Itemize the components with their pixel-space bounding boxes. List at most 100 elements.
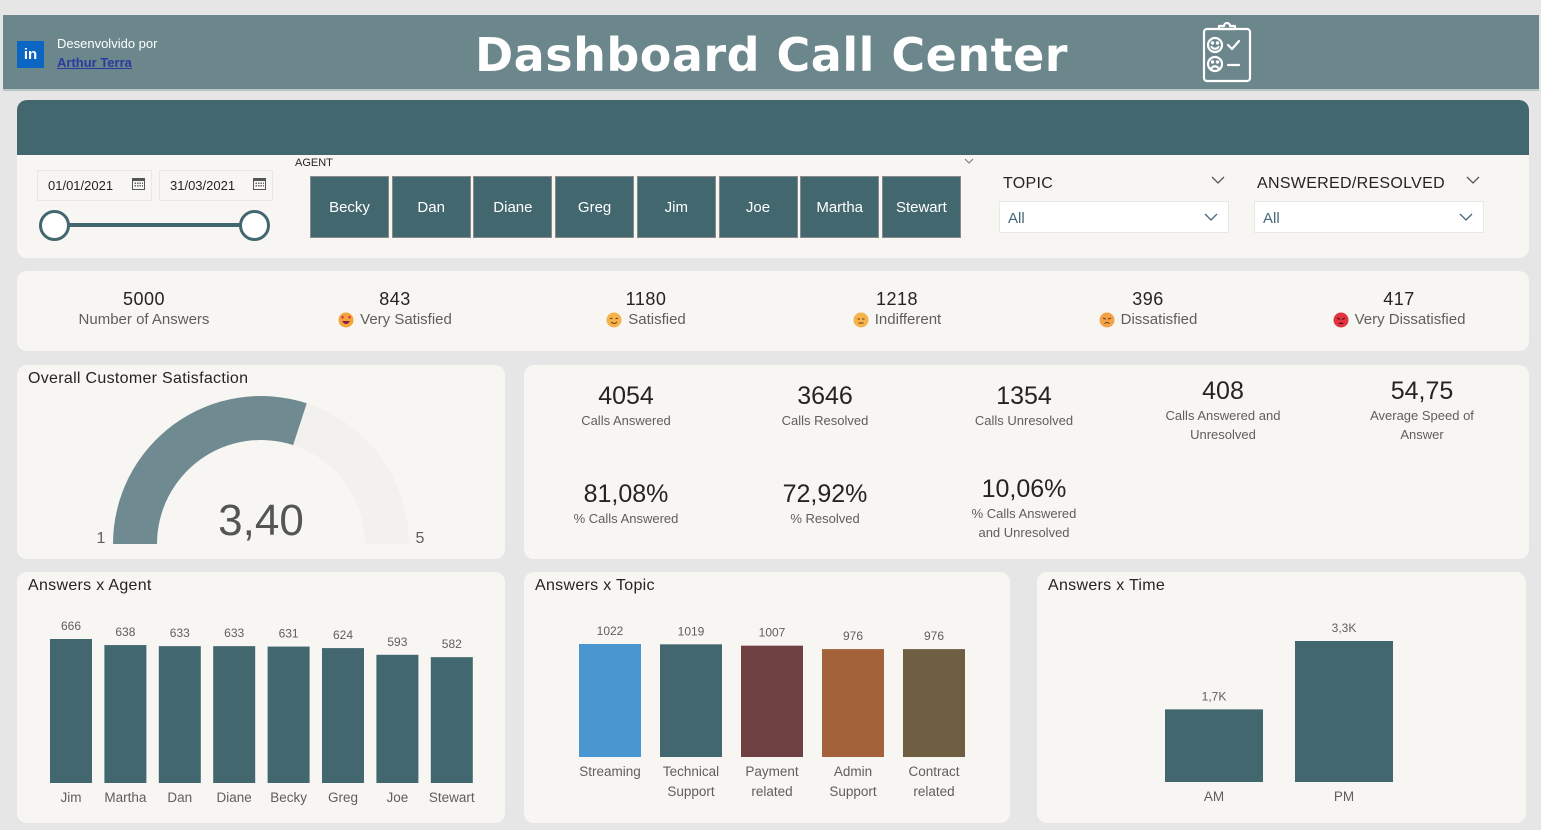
data-label: 1019 <box>678 624 705 638</box>
chevron-down-icon[interactable] <box>964 156 974 166</box>
data-label: 633 <box>224 626 244 640</box>
kpi-indifferent: 1218 Indifferent <box>772 289 1022 328</box>
gauge-min-label: 1 <box>97 530 106 547</box>
filter-panel: 01/01/2021 31/03/2021 AGENT Becky Dan Dian… <box>17 100 1529 258</box>
metric-value: 10,06% <box>981 475 1067 503</box>
agent-filter-button[interactable]: Joe <box>718 176 798 238</box>
filter-panel-header <box>17 100 1529 155</box>
data-label: 624 <box>333 628 353 642</box>
agent-filter-label: AGENT <box>295 157 333 169</box>
topic-filter-label: TOPIC <box>1003 175 1054 192</box>
chevron-down-icon[interactable] <box>1211 176 1225 184</box>
date-slider-start-handle[interactable] <box>39 210 70 241</box>
answers-by-agent-card: Answers x Agent 666 Jim 638 Martha 633 Dan 633… <box>17 572 505 823</box>
data-label: 582 <box>442 637 462 651</box>
metric-value: 81,08% <box>583 480 669 508</box>
gauge-fill <box>113 396 307 544</box>
answered-resolved-dropdown-value: All <box>1263 210 1280 227</box>
agent-filter-button[interactable]: Diane <box>473 176 553 238</box>
chart-title: Answers x Agent <box>28 577 152 594</box>
x-tick-label: Becky <box>270 790 307 805</box>
x-tick-label: Support <box>829 784 877 799</box>
metric-value: 54,75 <box>1390 377 1454 405</box>
end-date-input[interactable]: 31/03/2021 <box>159 170 273 201</box>
topic-dropdown[interactable]: All <box>999 201 1229 233</box>
x-tick-label: Greg <box>328 790 358 805</box>
answers-by-time-card: Answers x Time 1,7K AM 3,3K PM <box>1037 572 1526 823</box>
agent-filter-button[interactable]: Martha <box>800 176 880 238</box>
kpi-label-row: Number of Answers <box>19 311 269 328</box>
metric-resolved: 72,92% % Resolved <box>725 480 925 528</box>
metric-label: % Calls Answered <box>573 511 679 526</box>
bar-dan[interactable] <box>158 646 201 783</box>
metric-value: 72,92% <box>782 480 868 508</box>
kpi-label-row: Very Dissatisfied <box>1274 311 1524 328</box>
bar-admin-support[interactable] <box>822 649 884 757</box>
satisfaction-kpi-strip: 5000 Number of Answers 843 Very Satisfied 11… <box>17 271 1529 351</box>
bar-becky[interactable] <box>267 646 310 783</box>
bar-joe[interactable] <box>376 654 419 783</box>
metric-calls-answered-and-unresolved: 408 Calls Answered and Unresolved <box>1123 377 1323 444</box>
metric-label: Calls Answered <box>581 413 671 428</box>
chevron-down-icon[interactable] <box>1466 176 1480 184</box>
annoyed-emoji-icon <box>1099 312 1115 327</box>
answers-by-topic-card: Answers x Topic 1022 Streaming 1019 Technic… <box>524 572 1010 823</box>
metric-value: 408 <box>1202 377 1244 405</box>
gauge-max-label: 5 <box>416 530 425 547</box>
kpi-label-row: Indifferent <box>772 311 1022 328</box>
answers-by-time-chart: 1,7K AM 3,3K PM <box>1165 621 1393 804</box>
date-slider-end-handle[interactable] <box>239 210 270 241</box>
metric-value: 3646 <box>797 382 853 410</box>
bar-jim[interactable] <box>50 639 92 783</box>
bar-am[interactable] <box>1165 709 1263 782</box>
data-label: 593 <box>387 635 407 649</box>
data-label: 1,7K <box>1202 689 1227 703</box>
date-range-slider-track[interactable] <box>57 223 257 227</box>
kpi-label: Very Dissatisfied <box>1354 311 1466 328</box>
agent-filter-button[interactable]: Dan <box>391 176 471 238</box>
metric-value: 4054 <box>598 382 654 410</box>
kpi-very-dissatisfied: 417 Very Dissatisfied <box>1274 289 1524 328</box>
kpi-label: Indifferent <box>874 311 942 328</box>
heart-eyes-emoji-icon <box>338 312 354 327</box>
bar-pm[interactable] <box>1295 641 1393 782</box>
agent-filter-button[interactable]: Becky <box>310 176 389 238</box>
data-label: 976 <box>924 629 944 643</box>
metric-label: % Resolved <box>790 511 860 526</box>
agent-filter-button[interactable]: Greg <box>555 176 635 238</box>
kpi-label: Number of Answers <box>78 311 210 328</box>
data-label: 3,3K <box>1332 621 1357 635</box>
answers-by-topic-chart: 1022 Streaming 1019 Technical Support 1007 Pay… <box>579 624 965 799</box>
agent-filter-button[interactable]: Jim <box>636 176 716 238</box>
bar-martha[interactable] <box>104 645 147 783</box>
x-tick-label: Payment <box>745 764 799 779</box>
neutral-emoji-icon <box>853 312 869 327</box>
bar-diane[interactable] <box>213 646 256 783</box>
calendar-icon[interactable] <box>253 178 266 190</box>
kpi-number-of-answers: 5000 Number of Answers <box>19 289 269 328</box>
chevron-down-icon <box>1204 213 1218 221</box>
agent-filter-button[interactable]: Stewart <box>881 176 961 238</box>
page-title-text: Dashboard Call Center <box>475 28 1068 82</box>
answered-resolved-filter-label: ANSWERED/RESOLVED <box>1257 175 1445 192</box>
answered-resolved-dropdown[interactable]: All <box>1254 201 1484 233</box>
kpi-label-row: Very Satisfied <box>270 311 520 328</box>
clipboard-feedback-icon <box>1202 21 1252 83</box>
bar-payment-related[interactable] <box>741 645 803 757</box>
metric-average-speed-of-answer: 54,75 Average Speed of Answer <box>1322 377 1522 444</box>
kpi-value: 843 <box>379 289 411 309</box>
metric-value: 1354 <box>996 382 1052 410</box>
x-tick-label: Martha <box>104 790 147 805</box>
chevron-down-icon <box>1459 213 1473 221</box>
bar-technical-support[interactable] <box>660 644 722 757</box>
bar-streaming[interactable] <box>579 644 641 757</box>
author-link[interactable]: Arthur Terra <box>57 55 132 70</box>
bar-stewart[interactable] <box>430 657 473 783</box>
bar-greg[interactable] <box>322 648 364 783</box>
data-label: 976 <box>843 629 863 643</box>
start-date-input[interactable]: 01/01/2021 <box>37 170 152 201</box>
bar-contract-related[interactable] <box>903 649 965 757</box>
calendar-icon[interactable] <box>132 178 145 190</box>
developed-by-label: Desenvolvido por <box>57 36 158 51</box>
linkedin-icon[interactable]: in <box>17 41 44 68</box>
